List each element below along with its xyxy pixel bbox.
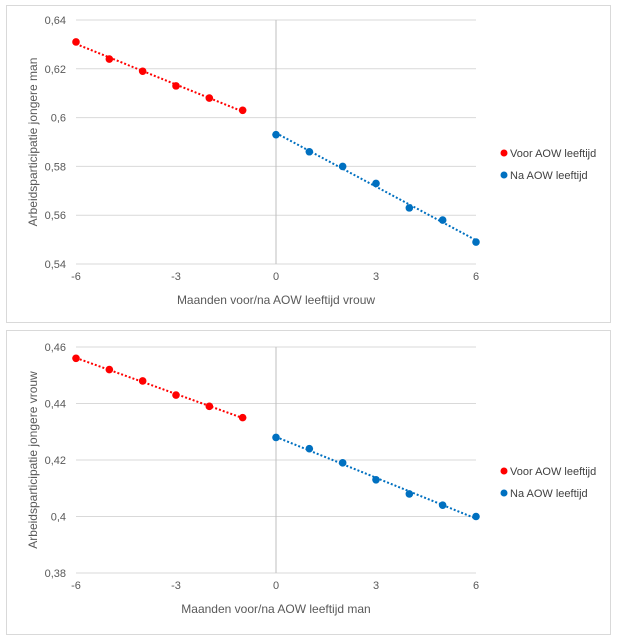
trendline-voor [75, 43, 244, 113]
y-tick-label: 0,4 [51, 512, 66, 524]
data-point-na [438, 501, 447, 509]
data-point-na [472, 512, 480, 521]
data-point-na [272, 130, 280, 139]
data-point-voor [205, 94, 214, 102]
y-tick-label: 0,58 [45, 161, 66, 173]
data-point-na [338, 459, 347, 467]
data-point-na [372, 475, 380, 484]
legend: Voor AOW leeftijd Na AOW leeftijd [500, 466, 596, 500]
legend-marker-na [500, 171, 508, 179]
data-point-voor [105, 365, 114, 374]
data-point-voor [172, 391, 180, 399]
data-point-voor [238, 413, 247, 422]
legend-label-voor: Voor AOW leeftijd [510, 148, 596, 160]
x-axis-title: Maanden voor/na AOW leeftijd man [181, 602, 370, 616]
y-tick-labels: 0,38 0,4 0,42 0,44 0,46 [45, 342, 66, 580]
data-point-voor [238, 106, 247, 115]
x-tick-label: -3 [171, 580, 181, 592]
data-point-na [472, 238, 480, 246]
y-tick-label: 0,38 [45, 568, 66, 580]
x-tick-label: 6 [473, 271, 479, 283]
legend-marker-voor [500, 149, 508, 157]
legend-marker-voor [500, 467, 508, 475]
chart-panel-men: 0,54 0,56 0,58 0,6 0,62 0,64 -6 -3 0 3 6 Maanden … [6, 5, 611, 323]
trendline-voor [75, 356, 244, 419]
y-tick-label: 0,62 [45, 64, 66, 76]
x-tick-label: 3 [373, 580, 379, 592]
data-point-na [305, 444, 314, 453]
y-tick-label: 0,6 [51, 113, 66, 125]
y-tick-labels: 0,54 0,56 0,58 0,6 0,62 0,64 [45, 15, 66, 271]
legend-label-na: Na AOW leeftijd [510, 170, 588, 182]
chart-women: 0,38 0,4 0,42 0,44 0,46 -6 -3 0 3 6 Maanden voor… [26, 342, 596, 616]
data-point-voor [172, 82, 180, 90]
x-tick-label: 6 [473, 580, 479, 592]
y-axis-title: Arbeidsparticipatie jongere man [26, 58, 40, 227]
data-point-na [405, 490, 414, 498]
y-tick-label: 0,46 [45, 342, 66, 354]
y-tick-label: 0,42 [45, 455, 66, 467]
y-tick-label: 0,64 [45, 15, 66, 27]
legend: Voor AOW leeftijd Na AOW leeftijd [500, 148, 596, 182]
chart-panel-women: 0,38 0,4 0,42 0,44 0,46 -6 -3 0 3 6 Maanden voor… [6, 330, 611, 635]
x-tick-label: -3 [171, 271, 181, 283]
data-point-voor [205, 402, 214, 411]
data-point-na [372, 179, 380, 188]
y-axis-title: Arbeidsparticipatie jongere vrouw [26, 371, 40, 549]
series-group [72, 38, 480, 246]
x-tick-labels: -6 -3 0 3 6 [71, 271, 479, 283]
x-tick-label: 3 [373, 271, 379, 283]
legend-label-voor: Voor AOW leeftijd [510, 466, 596, 478]
data-point-voor [138, 67, 147, 76]
data-point-voor [138, 377, 147, 385]
x-tick-label: 0 [273, 580, 279, 592]
x-tick-labels: -6 -3 0 3 6 [71, 580, 479, 592]
data-point-voor [72, 38, 80, 46]
data-point-na [338, 162, 347, 171]
data-point-voor [105, 55, 114, 63]
y-tick-label: 0,54 [45, 259, 66, 271]
data-point-na [438, 216, 447, 224]
x-tick-label: -6 [71, 271, 81, 283]
x-tick-label: 0 [273, 271, 279, 283]
series-group [72, 354, 480, 521]
y-tick-label: 0,56 [45, 210, 66, 222]
data-point-na [305, 147, 314, 156]
legend-marker-na [500, 489, 508, 497]
x-axis-title: Maanden voor/na AOW leeftijd vrouw [177, 293, 375, 307]
chart-men: 0,54 0,56 0,58 0,6 0,62 0,64 -6 -3 0 3 6 Maanden … [26, 15, 596, 307]
legend-label-na: Na AOW leeftijd [510, 488, 588, 500]
data-point-na [405, 204, 414, 212]
x-tick-label: -6 [71, 580, 81, 592]
y-tick-label: 0,44 [45, 399, 66, 411]
data-point-na [272, 433, 280, 442]
data-point-voor [72, 354, 80, 363]
